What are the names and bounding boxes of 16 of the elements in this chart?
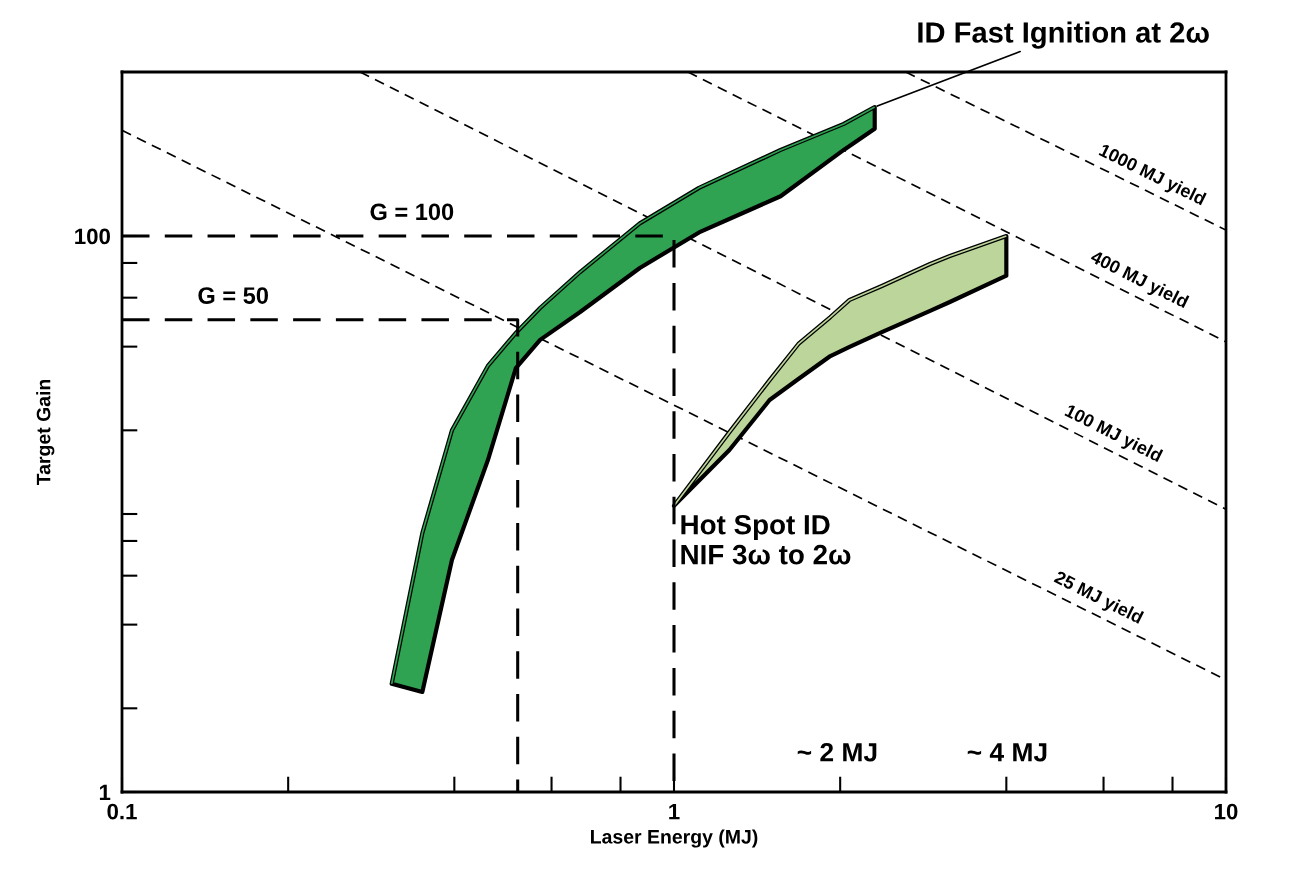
annotation: ~ 2 MJ (797, 742, 877, 762)
annotation: ID Fast Ignition at 2ω (918, 21, 1209, 49)
text: 25 MJ yield (1052, 569, 1145, 628)
text: 1000 MJ yield (1097, 143, 1207, 209)
x-tick-label: 1 (669, 803, 680, 820)
x-tick-label: 0.1 (107, 803, 137, 820)
x-axis-title: Laser Energy (MJ) (591, 829, 758, 848)
y-axis-title: Target Gain (36, 379, 55, 486)
annotation: G = 50 (198, 287, 268, 304)
text: 100 MJ yield (1062, 403, 1164, 466)
y-tick-label: 100 (75, 228, 110, 245)
annotation: Hot Spot ID NIF 3ω to 2ω (681, 514, 851, 565)
x-tick-label: 10 (1215, 803, 1238, 820)
annotation: ~ 4 MJ (967, 743, 1047, 762)
text: 400 MJ yield (1088, 249, 1190, 312)
annotation: G = 100 (370, 203, 454, 221)
